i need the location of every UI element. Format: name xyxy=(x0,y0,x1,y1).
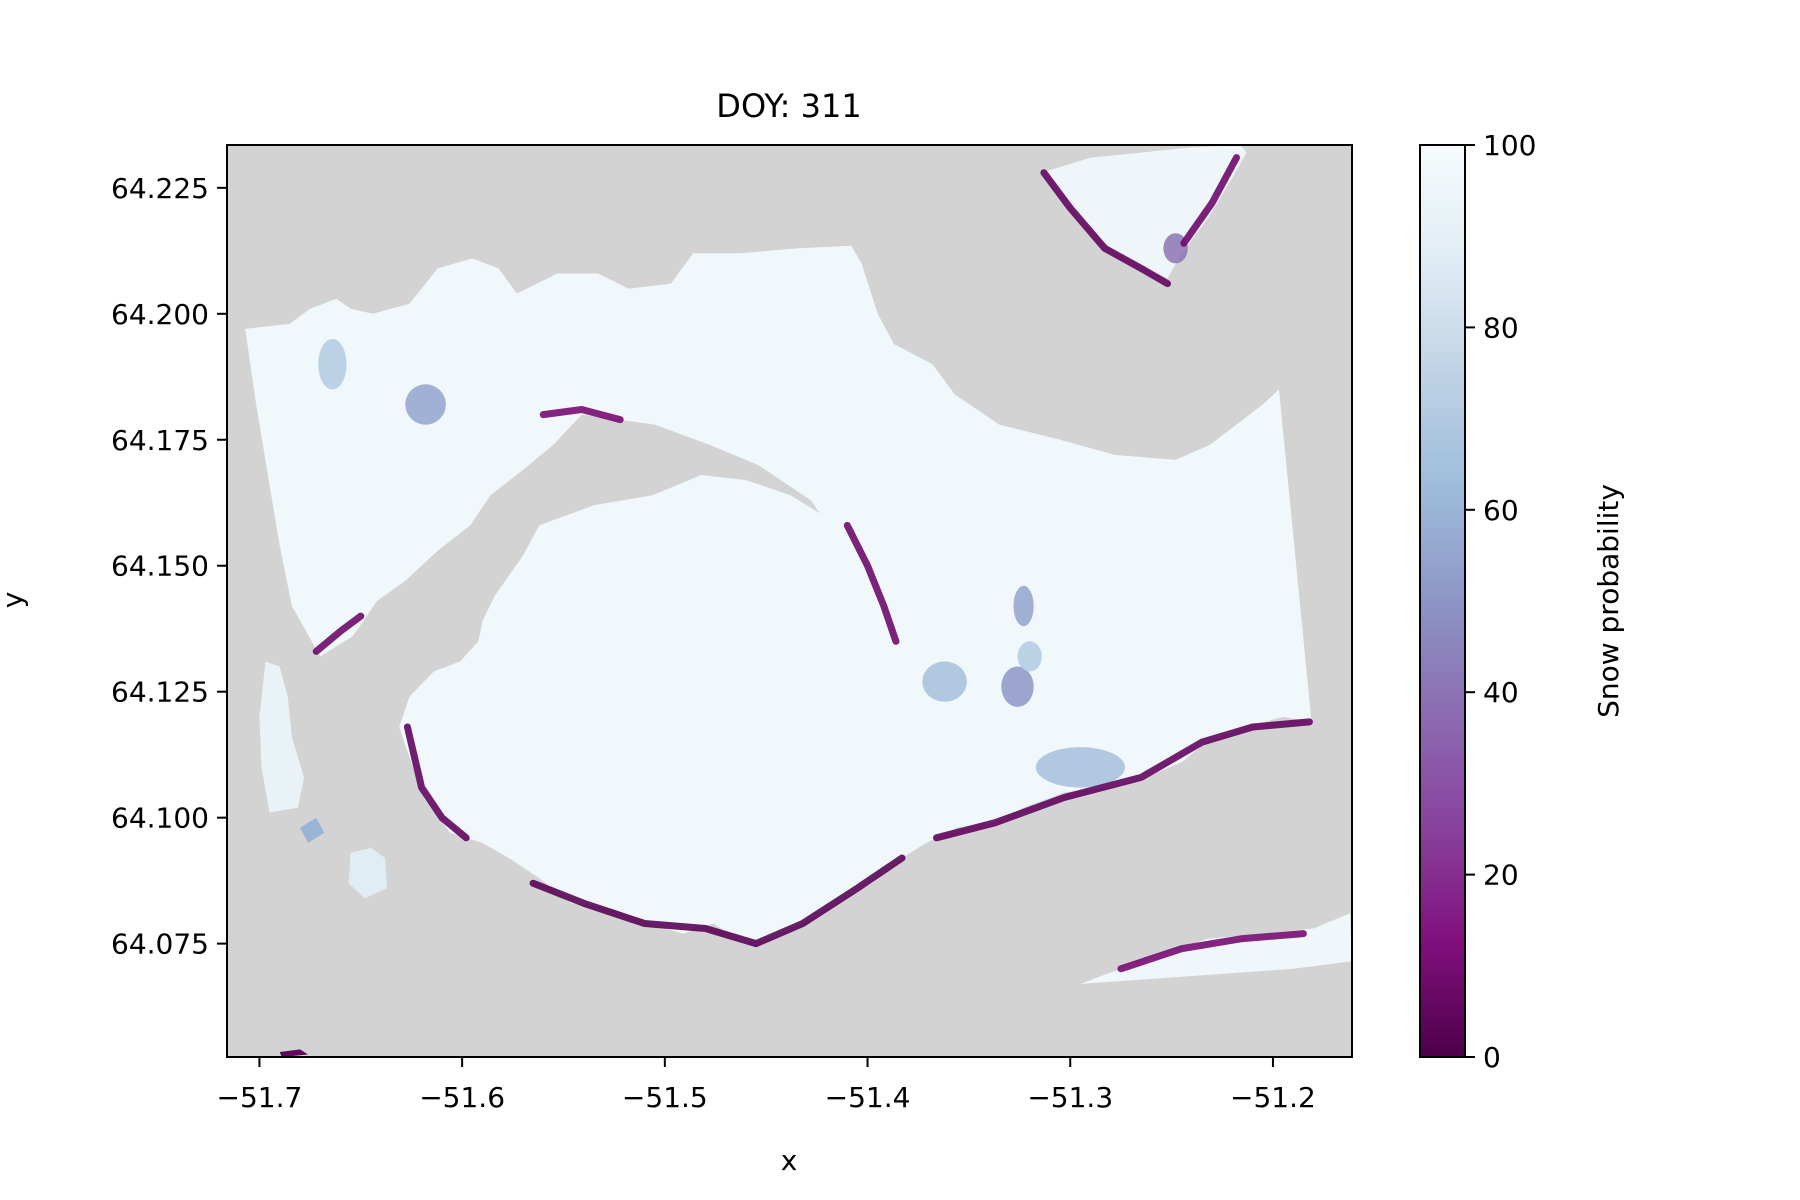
region-small-island-b xyxy=(300,817,325,843)
y-tick-label: 64.075 xyxy=(111,928,209,961)
y-tick-label: 64.225 xyxy=(111,172,209,205)
band-south xyxy=(529,854,906,948)
region-south-edge-sliver xyxy=(279,1049,309,1057)
x-tick-label: −51.2 xyxy=(1230,1081,1316,1114)
band-west xyxy=(312,612,365,655)
x-tick-label: −51.5 xyxy=(622,1081,708,1114)
colorbar-ticks: 0 20 40 60 80 100 xyxy=(1465,129,1536,1074)
region-west-peninsula xyxy=(259,661,304,813)
region-small-island-a xyxy=(348,847,388,899)
patch-east xyxy=(1013,585,1034,627)
plot-frame xyxy=(226,144,1353,1058)
x-axis-label: x xyxy=(781,1144,798,1177)
band-sw xyxy=(403,723,470,842)
y-tick-label: 64.100 xyxy=(111,802,209,835)
x-axis: −51.7 −51.6 −51.5 −51.4 −51.3 −51.2 xyxy=(217,1057,1316,1114)
x-tick-label: −51.4 xyxy=(825,1081,911,1114)
region-southeast-strip xyxy=(1080,913,1352,984)
x-tick-label: −51.6 xyxy=(419,1081,505,1114)
band-south-east xyxy=(933,718,1313,842)
plot-area xyxy=(226,144,1353,1058)
y-axis: 64.075 64.100 64.125 64.150 64.175 64.200 64.2… xyxy=(111,172,227,961)
patch-west xyxy=(318,339,347,390)
band-north-islet xyxy=(1040,169,1171,288)
colorbar-tick-label: 0 xyxy=(1483,1041,1501,1074)
band-se-strip xyxy=(1117,930,1307,973)
y-tick-label: 64.200 xyxy=(111,298,209,331)
patch-center xyxy=(922,661,967,702)
colorbar-tick-label: 40 xyxy=(1483,676,1519,709)
patch-ne-2 xyxy=(1017,641,1042,672)
colorbar-tick-label: 20 xyxy=(1483,859,1519,892)
band-fjord-south xyxy=(843,521,900,645)
colorbar-tick-label: 60 xyxy=(1483,494,1519,527)
snow-map xyxy=(245,145,1352,1057)
x-tick-label: −51.7 xyxy=(217,1081,303,1114)
colorbar-gradient xyxy=(1419,144,1466,1058)
y-tick-label: 64.175 xyxy=(111,424,209,457)
patch-south-coast xyxy=(1035,747,1125,788)
region-north-islet xyxy=(1041,145,1247,279)
colorbar-tick-label: 100 xyxy=(1483,129,1536,162)
band-north-islet-east xyxy=(1180,154,1240,247)
y-axis-label: y xyxy=(0,592,29,609)
patch-nw xyxy=(405,384,446,425)
colorbar-label: Snow probability xyxy=(1592,484,1625,718)
chart-title: DOY: 311 xyxy=(716,87,861,125)
patch-ne-1 xyxy=(1001,666,1034,707)
y-tick-label: 64.150 xyxy=(111,550,209,583)
colorbar-tick-label: 80 xyxy=(1483,311,1519,344)
y-tick-label: 64.125 xyxy=(111,676,209,709)
x-tick-label: −51.3 xyxy=(1027,1081,1113,1114)
colorbar: 0 20 40 60 80 100 Snow probability xyxy=(1419,129,1625,1074)
band-fjord-north xyxy=(539,406,624,424)
